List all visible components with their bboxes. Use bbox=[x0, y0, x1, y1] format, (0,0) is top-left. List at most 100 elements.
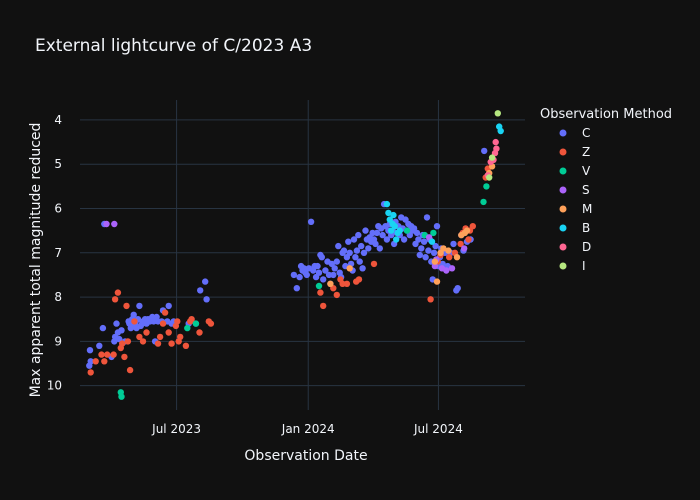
data-point bbox=[196, 329, 203, 336]
chart-title: External lightcurve of C/2023 A3 bbox=[35, 36, 312, 56]
data-point bbox=[143, 329, 150, 336]
data-point bbox=[492, 138, 499, 146]
legend-label: B bbox=[582, 221, 590, 235]
data-point bbox=[423, 214, 431, 221]
data-point bbox=[358, 242, 365, 250]
data-point bbox=[130, 311, 137, 318]
data-point bbox=[315, 282, 323, 290]
data-point bbox=[333, 258, 340, 265]
data-point bbox=[360, 249, 368, 256]
x-tick-label: Jan 2024 bbox=[281, 422, 335, 436]
data-point bbox=[454, 285, 461, 292]
data-point bbox=[350, 236, 358, 243]
data-point bbox=[400, 236, 408, 243]
data-point bbox=[87, 369, 94, 376]
data-point bbox=[139, 338, 147, 345]
data-point bbox=[396, 227, 403, 234]
data-point bbox=[114, 289, 122, 296]
data-point bbox=[440, 245, 447, 252]
series-z bbox=[87, 165, 491, 376]
data-point bbox=[483, 183, 490, 190]
legend-label: S bbox=[582, 183, 590, 197]
data-point bbox=[465, 236, 472, 243]
data-point bbox=[448, 265, 456, 272]
data-point bbox=[290, 271, 298, 279]
data-point bbox=[123, 302, 130, 310]
data-point bbox=[486, 174, 493, 181]
legend-marker bbox=[559, 129, 567, 137]
data-point bbox=[104, 351, 111, 358]
x-tick-labels: Jul 2023 Jan 2024 Jul 2024 bbox=[151, 422, 463, 436]
data-point bbox=[118, 327, 125, 334]
legend-marker bbox=[559, 167, 567, 175]
legend-marker bbox=[559, 186, 567, 194]
data-point bbox=[385, 209, 392, 217]
data-point bbox=[352, 254, 359, 261]
data-point bbox=[98, 351, 105, 358]
data-point bbox=[345, 238, 352, 245]
data-point bbox=[165, 329, 172, 336]
data-point bbox=[494, 110, 501, 117]
data-point bbox=[335, 242, 342, 250]
data-point bbox=[433, 278, 441, 285]
data-point bbox=[433, 223, 441, 230]
data-point bbox=[320, 302, 327, 310]
data-point bbox=[136, 333, 143, 341]
legend-item-z[interactable]: Z bbox=[559, 145, 591, 159]
series-i bbox=[486, 110, 501, 181]
data-point bbox=[432, 242, 439, 250]
data-points bbox=[86, 110, 504, 400]
legend-item-b[interactable]: B bbox=[559, 221, 591, 235]
data-point bbox=[203, 296, 210, 303]
data-point bbox=[372, 240, 379, 248]
x-tick-label: Jul 2024 bbox=[413, 422, 463, 436]
series-m bbox=[327, 163, 496, 287]
data-point bbox=[403, 227, 411, 234]
data-point bbox=[497, 127, 504, 135]
legend-label: C bbox=[582, 126, 590, 140]
legend-label: V bbox=[582, 164, 591, 178]
data-point bbox=[373, 229, 381, 237]
legend-marker bbox=[559, 224, 567, 232]
data-point bbox=[428, 238, 436, 245]
data-point bbox=[383, 200, 391, 208]
data-point bbox=[92, 358, 99, 365]
data-point bbox=[422, 254, 429, 261]
data-point bbox=[96, 342, 103, 349]
legend-item-m[interactable]: M bbox=[559, 202, 593, 216]
data-point bbox=[197, 287, 204, 294]
data-point bbox=[327, 280, 334, 287]
data-point bbox=[188, 316, 195, 323]
data-point bbox=[159, 320, 167, 327]
series-d bbox=[484, 138, 500, 179]
legend-item-s[interactable]: S bbox=[559, 183, 590, 197]
legend-label: I bbox=[582, 259, 586, 273]
data-point bbox=[322, 267, 329, 274]
data-point bbox=[379, 231, 386, 239]
data-point bbox=[320, 276, 327, 283]
data-point bbox=[156, 333, 164, 341]
data-point bbox=[362, 227, 369, 234]
data-point bbox=[177, 333, 184, 341]
legend-item-d[interactable]: D bbox=[559, 240, 592, 254]
data-point bbox=[87, 358, 94, 365]
data-point bbox=[318, 254, 325, 261]
data-point bbox=[430, 229, 437, 237]
legend-item-i[interactable]: I bbox=[559, 259, 586, 273]
legend-label: D bbox=[582, 240, 591, 254]
data-point bbox=[101, 358, 108, 365]
data-point bbox=[343, 280, 351, 287]
legend-marker bbox=[559, 148, 567, 156]
data-point bbox=[136, 302, 143, 310]
data-point bbox=[469, 223, 476, 230]
data-point bbox=[365, 245, 372, 252]
legend-item-v[interactable]: V bbox=[559, 164, 592, 178]
data-point bbox=[425, 247, 432, 254]
data-point bbox=[493, 145, 500, 152]
data-point bbox=[431, 258, 439, 265]
legend-item-c[interactable]: C bbox=[559, 126, 591, 140]
y-tick-labels: 4 5 6 7 8 9 10 bbox=[47, 113, 62, 393]
data-point bbox=[207, 320, 215, 327]
